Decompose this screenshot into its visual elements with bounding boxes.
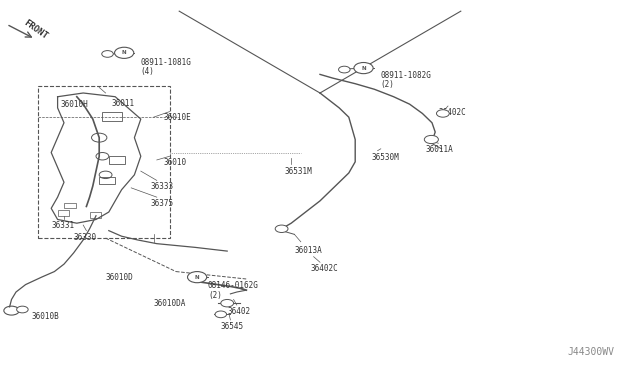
Text: N: N	[361, 65, 366, 71]
Bar	[102, 112, 122, 121]
Text: 36530M: 36530M	[371, 153, 399, 161]
Circle shape	[102, 51, 113, 57]
Bar	[58, 210, 69, 216]
Text: 36545: 36545	[221, 322, 244, 331]
Text: FRONT: FRONT	[22, 18, 49, 41]
Circle shape	[354, 62, 373, 74]
Text: J44300WV: J44300WV	[568, 347, 614, 357]
Circle shape	[221, 299, 234, 307]
Circle shape	[275, 225, 288, 232]
Circle shape	[436, 110, 449, 117]
Text: 36531M: 36531M	[285, 167, 312, 176]
Bar	[99, 177, 115, 184]
Circle shape	[215, 311, 227, 318]
Text: N: N	[195, 275, 200, 280]
Text: 08146-0162G
(2): 08146-0162G (2)	[208, 281, 259, 299]
Text: 36333: 36333	[150, 182, 173, 191]
Text: 36010: 36010	[163, 158, 186, 167]
Text: 36011A: 36011A	[426, 145, 453, 154]
Text: 36010B: 36010B	[32, 312, 60, 321]
Text: 36010DA: 36010DA	[154, 299, 186, 308]
Circle shape	[339, 66, 350, 73]
Bar	[64, 203, 76, 208]
Text: 36013A: 36013A	[294, 246, 322, 254]
Text: 36402C: 36402C	[310, 264, 338, 273]
Text: N: N	[122, 50, 127, 55]
Text: 08911-1082G
(2): 08911-1082G (2)	[381, 71, 431, 89]
Text: 36402C: 36402C	[438, 108, 466, 117]
Text: 36330: 36330	[74, 232, 97, 241]
Bar	[109, 156, 125, 164]
Text: 36010E: 36010E	[163, 113, 191, 122]
Circle shape	[424, 135, 438, 144]
Text: 36375: 36375	[150, 199, 173, 208]
Text: 36331: 36331	[51, 221, 74, 230]
Text: 36011: 36011	[112, 99, 135, 108]
Bar	[38, 86, 170, 238]
Bar	[90, 212, 101, 218]
Text: 36402: 36402	[227, 307, 250, 316]
Circle shape	[17, 306, 28, 313]
Circle shape	[115, 47, 134, 58]
Text: 36010D: 36010D	[106, 273, 133, 282]
Text: 36010H: 36010H	[61, 100, 88, 109]
Circle shape	[188, 272, 207, 283]
Text: 08911-1081G
(4): 08911-1081G (4)	[141, 58, 191, 76]
